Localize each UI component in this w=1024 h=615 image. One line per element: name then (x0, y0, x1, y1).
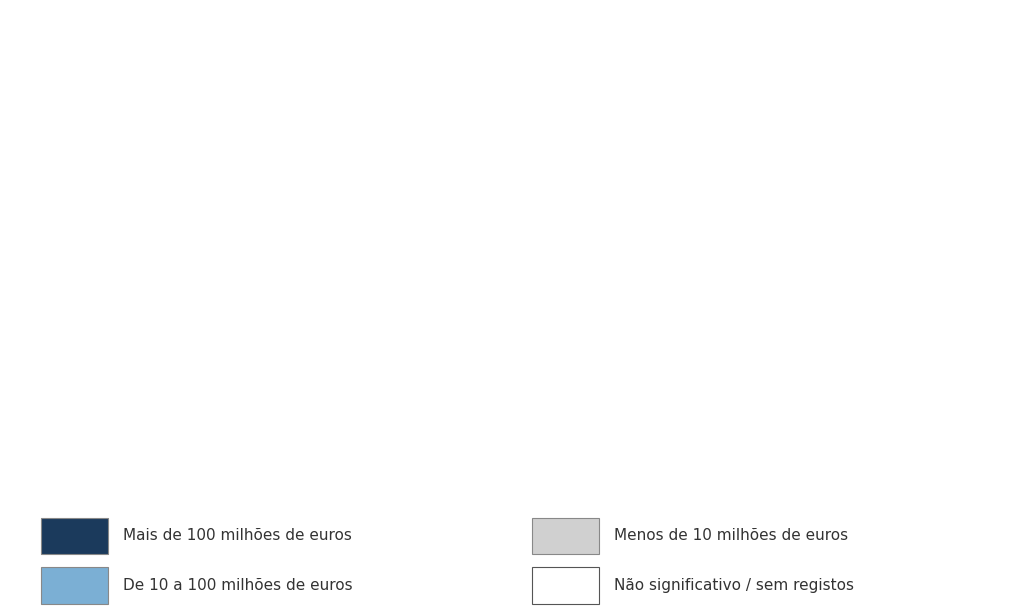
Bar (41, 518, 108, 554)
Text: Menos de 10 milhões de euros: Menos de 10 milhões de euros (614, 528, 849, 543)
Text: Mais de 100 milhões de euros: Mais de 100 milhões de euros (123, 528, 352, 543)
Text: De 10 a 100 milhões de euros: De 10 a 100 milhões de euros (123, 578, 352, 593)
Bar (41, 568, 108, 604)
Text: Não significativo / sem registos: Não significativo / sem registos (614, 578, 854, 593)
Bar (532, 518, 599, 554)
Bar (532, 568, 599, 604)
